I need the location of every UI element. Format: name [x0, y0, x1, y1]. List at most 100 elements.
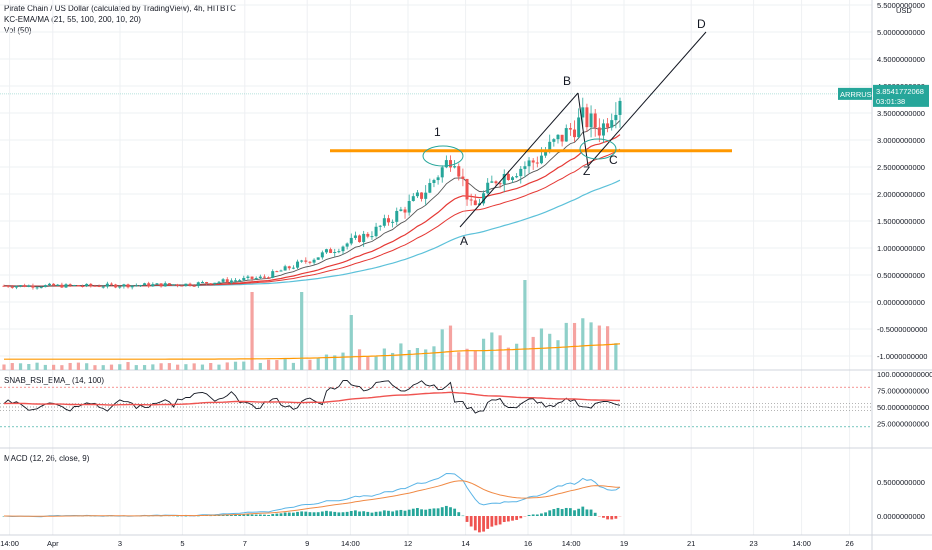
candle-body	[279, 270, 283, 272]
candle-body	[291, 267, 295, 269]
volume-bar	[142, 365, 147, 370]
candle-body	[283, 266, 287, 271]
candle-body	[97, 286, 101, 288]
volume-bar	[85, 363, 89, 370]
macd-hist-bar	[461, 515, 465, 517]
volume-bar	[382, 348, 386, 370]
trend-line-a-b	[459, 92, 579, 228]
macd-hist-bar	[573, 510, 576, 516]
macd-hist-bar	[300, 511, 304, 516]
candle-body	[337, 251, 341, 253]
macd-hist-bar	[287, 512, 291, 516]
candle-body	[378, 225, 382, 227]
price-tick-label: 5.5000000000	[877, 1, 925, 10]
macd-hist-bar	[341, 512, 345, 516]
candle-body	[544, 151, 548, 156]
candle-body	[184, 283, 188, 286]
candle-body	[465, 178, 469, 200]
candle-body	[126, 284, 130, 288]
candle-body	[89, 283, 93, 286]
price-tick-label: -0.5000000000	[877, 325, 927, 334]
candle-body	[296, 261, 300, 268]
macd-hist-bar	[391, 511, 395, 516]
candle-body	[10, 286, 14, 288]
last-price-value: 3.8541772068	[876, 87, 924, 96]
candle-body	[395, 210, 399, 222]
candle-body	[515, 176, 519, 178]
macd-hist-bar	[535, 514, 539, 516]
macd-hist-bar	[395, 510, 399, 516]
macd-hist-bar	[523, 516, 527, 517]
candle-body	[345, 243, 349, 247]
macd-hist-bar	[469, 516, 473, 527]
volume-bar	[43, 364, 47, 370]
macd-hist-bar	[585, 509, 589, 516]
candle-body	[581, 107, 585, 118]
volume-bar	[581, 318, 585, 370]
macd-hist-bar	[217, 515, 221, 516]
volume-bar	[448, 325, 453, 370]
candle-body	[329, 249, 333, 253]
candle-body	[316, 257, 320, 260]
volume-bar	[407, 350, 411, 370]
candle-body	[374, 226, 378, 237]
volume-bar	[473, 350, 477, 370]
candle-body	[31, 285, 35, 288]
symbol-label: ARRRUSD	[840, 90, 878, 99]
volume-bar	[151, 364, 155, 370]
candle-body	[229, 280, 233, 283]
candle-body	[448, 160, 452, 168]
volume-bar	[523, 280, 527, 370]
volume-bar	[333, 355, 337, 370]
candle-body	[93, 285, 97, 287]
macd-hist-bar	[602, 516, 605, 518]
volume-bar	[209, 362, 213, 370]
volume-bar	[217, 364, 221, 370]
volume-bar	[291, 362, 295, 370]
candle-body	[333, 252, 337, 254]
macd-hist-bar	[436, 508, 440, 516]
macd-hist-bar	[279, 513, 283, 516]
volume-bar	[35, 362, 39, 370]
volume-bar	[341, 352, 345, 370]
candle-body	[312, 259, 316, 263]
macd-hist-bar	[548, 510, 552, 516]
candle-body	[403, 209, 407, 213]
macd-hist-bar	[519, 516, 523, 519]
volume-ma-line	[4, 343, 621, 360]
volume-bar	[275, 360, 279, 370]
candle-body	[85, 283, 89, 287]
volume-bar	[101, 365, 105, 370]
price-tick-label: 0.0000000000	[877, 298, 925, 307]
macd-hist-bar	[250, 514, 254, 516]
volume-bar	[457, 352, 461, 370]
highlight-ellipse-1	[422, 145, 464, 167]
candle-body	[366, 233, 370, 237]
macd-hist-bar	[440, 507, 444, 516]
candle-body	[527, 160, 531, 167]
macd-hist-bar	[540, 513, 543, 516]
volume-bar	[465, 348, 469, 370]
volume-bar	[242, 361, 246, 370]
macd-hist-bar	[465, 516, 469, 522]
macd-hist-bar	[267, 514, 270, 516]
macd-hist-bar	[382, 510, 386, 516]
volume-bar	[283, 359, 287, 370]
volume-bar	[250, 292, 254, 370]
macd-hist-bar	[416, 508, 419, 516]
candle-body	[428, 183, 432, 193]
candle-body	[151, 284, 155, 287]
volume-bar	[391, 352, 395, 370]
macd-hist-bar	[176, 515, 180, 517]
candle-body	[105, 283, 109, 287]
candle-body	[539, 155, 543, 164]
macd-hist-bar	[610, 516, 614, 520]
macd-hist-bar	[246, 514, 250, 516]
candle-body	[424, 192, 428, 199]
volume-bar	[300, 292, 304, 370]
candle-body	[81, 286, 85, 288]
volume-bar	[498, 335, 502, 370]
volume-bar	[589, 322, 593, 370]
candle-body	[490, 181, 494, 183]
